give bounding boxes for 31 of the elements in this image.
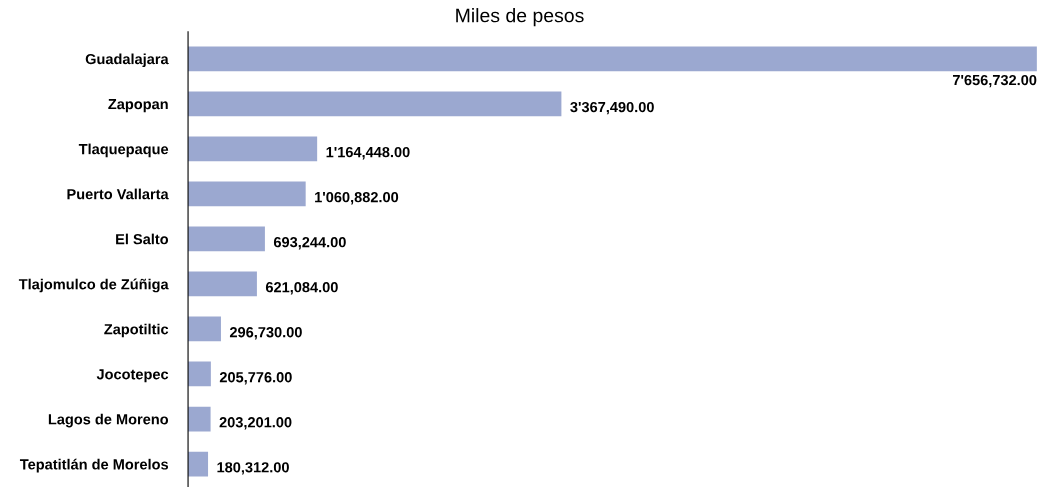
bar: [188, 361, 211, 387]
data-label: 693,244.00: [273, 237, 346, 250]
bar: [188, 316, 221, 342]
data-label: 205,776.00: [219, 372, 292, 385]
y-tick-label: Zapopan: [108, 99, 168, 113]
y-tick-label: Jocotepec: [96, 369, 169, 383]
y-tick-label: Zapotiltic: [104, 323, 169, 338]
bar: [188, 46, 1037, 72]
y-tick-label: Lagos de Moreno: [48, 413, 169, 428]
chart-title: Miles de pesos: [456, 8, 584, 27]
data-label: 203,201.00: [219, 417, 292, 430]
y-tick-label: Tepatitlán de Morelos: [19, 458, 169, 473]
data-label: 296,730.00: [229, 327, 302, 340]
data-label: 1'060,882.00: [315, 191, 399, 205]
data-label: 7'656,732.00: [952, 74, 1037, 88]
y-tick-label: Tlaquepaque: [78, 143, 169, 158]
data-label: 1'164,448.00: [326, 146, 410, 160]
bar: [188, 226, 265, 252]
bar: [188, 451, 209, 477]
data-label: 180,312.00: [217, 462, 289, 475]
y-tick-label: Guadalajara: [85, 53, 169, 68]
bar: [188, 136, 318, 162]
y-tick-label: El Salto: [116, 233, 169, 245]
y-tick-label: Puerto Vallarta: [67, 188, 169, 200]
bar: [188, 406, 211, 432]
bar: [188, 91, 562, 117]
bar: [188, 271, 257, 297]
data-label: 621,084.00: [265, 282, 338, 295]
data-label: 3'367,490.00: [570, 101, 654, 115]
y-tick-label: Tlajomulco de Zúñiga: [18, 278, 169, 293]
bar: [188, 181, 306, 207]
